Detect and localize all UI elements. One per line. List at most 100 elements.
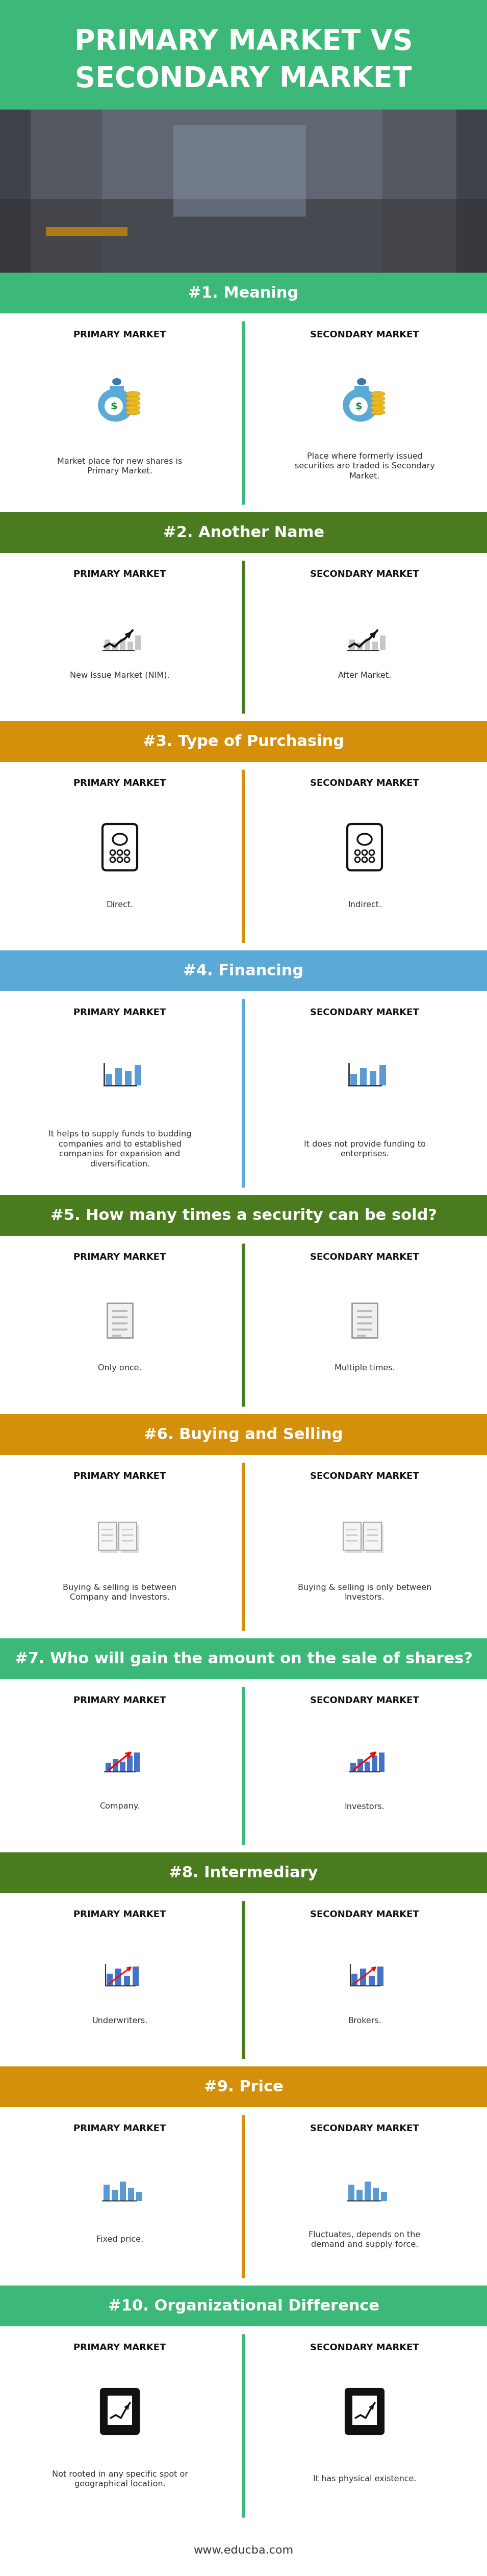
Text: Place where formerly issued
securities are traded is Secondary
Market.: Place where formerly issued securities a… — [295, 453, 435, 479]
FancyBboxPatch shape — [119, 1522, 137, 1551]
Circle shape — [355, 858, 360, 863]
FancyBboxPatch shape — [352, 1303, 377, 1337]
Text: It has physical existence.: It has physical existence. — [313, 2476, 416, 2483]
Bar — [0, 1852, 487, 1893]
Text: $: $ — [355, 402, 362, 412]
Ellipse shape — [98, 389, 133, 422]
Bar — [136, 2192, 142, 2200]
Text: Multiple times.: Multiple times. — [335, 1365, 395, 1373]
Circle shape — [117, 850, 122, 855]
Bar — [0, 554, 487, 721]
Bar — [0, 2285, 487, 2326]
Bar — [135, 636, 141, 649]
Circle shape — [362, 858, 367, 863]
Bar — [0, 513, 487, 554]
Text: PRIMARY MARKET: PRIMARY MARKET — [74, 2125, 166, 2133]
Bar — [105, 639, 110, 649]
Ellipse shape — [126, 404, 140, 410]
Text: #2. Another Name: #2. Another Name — [163, 526, 324, 541]
Bar — [106, 1762, 111, 1772]
Text: #4. Financing: #4. Financing — [183, 963, 304, 979]
Bar — [360, 1968, 366, 1986]
Bar — [357, 641, 363, 649]
Bar — [132, 1965, 139, 1986]
Bar — [372, 641, 378, 649]
Text: SECONDARY MARKET: SECONDARY MARKET — [310, 778, 419, 788]
Text: #6. Buying and Selling: #6. Buying and Selling — [144, 1427, 343, 1443]
Bar — [0, 1680, 487, 1852]
Ellipse shape — [371, 404, 385, 410]
Circle shape — [369, 858, 375, 863]
Circle shape — [362, 850, 367, 855]
Text: Only once.: Only once. — [98, 1365, 142, 1373]
Bar — [120, 639, 126, 649]
Text: #5. How many times a security can be sold?: #5. How many times a security can be sol… — [50, 1208, 437, 1224]
Bar — [351, 1973, 357, 1986]
FancyBboxPatch shape — [121, 1525, 139, 1553]
Text: Investors.: Investors. — [344, 1803, 385, 1811]
Bar — [106, 1074, 112, 1084]
Bar — [377, 1965, 383, 1986]
Bar — [127, 1757, 132, 1772]
FancyBboxPatch shape — [345, 1525, 363, 1553]
Text: PRIMARY MARKET: PRIMARY MARKET — [74, 1695, 166, 1705]
Bar — [348, 2184, 355, 2200]
Text: It does not provide funding to
enterprises.: It does not provide funding to enterpris… — [304, 1141, 426, 1159]
Bar — [0, 1414, 487, 1455]
Text: #1. Meaning: #1. Meaning — [188, 286, 299, 301]
FancyBboxPatch shape — [101, 2388, 139, 2434]
Bar — [125, 1072, 131, 1084]
Bar — [0, 2066, 487, 2107]
Ellipse shape — [126, 399, 140, 404]
Text: SECONDARY MARKET: SECONDARY MARKET — [310, 1695, 419, 1705]
Text: Fixed price.: Fixed price. — [96, 2236, 143, 2244]
Bar — [0, 1455, 487, 1638]
Text: www.educba.com: www.educba.com — [193, 2545, 294, 2555]
Circle shape — [124, 850, 130, 855]
Text: PRIMARY MARKET: PRIMARY MARKET — [74, 1252, 166, 1262]
Text: SECONDARY MARKET: SECONDARY MARKET — [310, 1007, 419, 1018]
Text: #8. Intermediary: #8. Intermediary — [169, 1865, 318, 1880]
Bar — [372, 1757, 377, 1772]
Text: SECONDARY MARKET: SECONDARY MARKET — [310, 569, 419, 580]
Bar — [350, 1074, 357, 1084]
Text: Fluctuates, depends on the
demand and supply force.: Fluctuates, depends on the demand and su… — [309, 2231, 421, 2249]
Bar — [379, 1752, 385, 1772]
Ellipse shape — [357, 379, 366, 386]
Circle shape — [110, 858, 115, 863]
Text: New Issue Market (NIM).: New Issue Market (NIM). — [70, 672, 169, 680]
Bar — [360, 1069, 367, 1084]
Text: SECONDARY MARKET: SECONDARY MARKET — [310, 330, 419, 340]
Bar — [357, 1759, 363, 1772]
FancyBboxPatch shape — [343, 1522, 361, 1551]
Text: SECONDARY MARKET: SECONDARY MARKET — [310, 2125, 419, 2133]
Bar — [124, 1976, 130, 1986]
Text: Buying & selling is between
Company and Investors.: Buying & selling is between Company and … — [63, 1584, 177, 1602]
Text: SECONDARY MARKET: SECONDARY MARKET — [75, 64, 412, 93]
Bar — [115, 1069, 122, 1084]
Bar — [115, 1968, 121, 1986]
Bar — [0, 2107, 487, 2285]
Bar — [0, 1236, 487, 1414]
Bar — [0, 314, 487, 513]
Ellipse shape — [126, 392, 140, 397]
FancyBboxPatch shape — [100, 1525, 118, 1553]
Bar — [0, 0, 487, 111]
Bar — [0, 762, 487, 951]
Ellipse shape — [126, 410, 140, 415]
Text: SECONDARY MARKET: SECONDARY MARKET — [310, 1252, 419, 1262]
Text: PRIMARY MARKET: PRIMARY MARKET — [74, 1007, 166, 1018]
Bar — [350, 1762, 356, 1772]
Text: #3. Type of Purchasing: #3. Type of Purchasing — [143, 734, 344, 750]
Bar — [369, 1976, 375, 1986]
Text: Buying & selling is only between
Investors.: Buying & selling is only between Investo… — [298, 1584, 431, 1602]
Bar — [46, 227, 128, 237]
Ellipse shape — [371, 392, 385, 397]
Bar — [134, 1752, 140, 1772]
Bar — [370, 1072, 376, 1084]
Text: PRIMARY MARKET VS: PRIMARY MARKET VS — [75, 28, 412, 57]
Ellipse shape — [371, 397, 385, 402]
Text: Market place for new shares is
Primary Market.: Market place for new shares is Primary M… — [57, 459, 182, 474]
Bar — [0, 1195, 487, 1236]
Bar — [120, 1762, 126, 1772]
